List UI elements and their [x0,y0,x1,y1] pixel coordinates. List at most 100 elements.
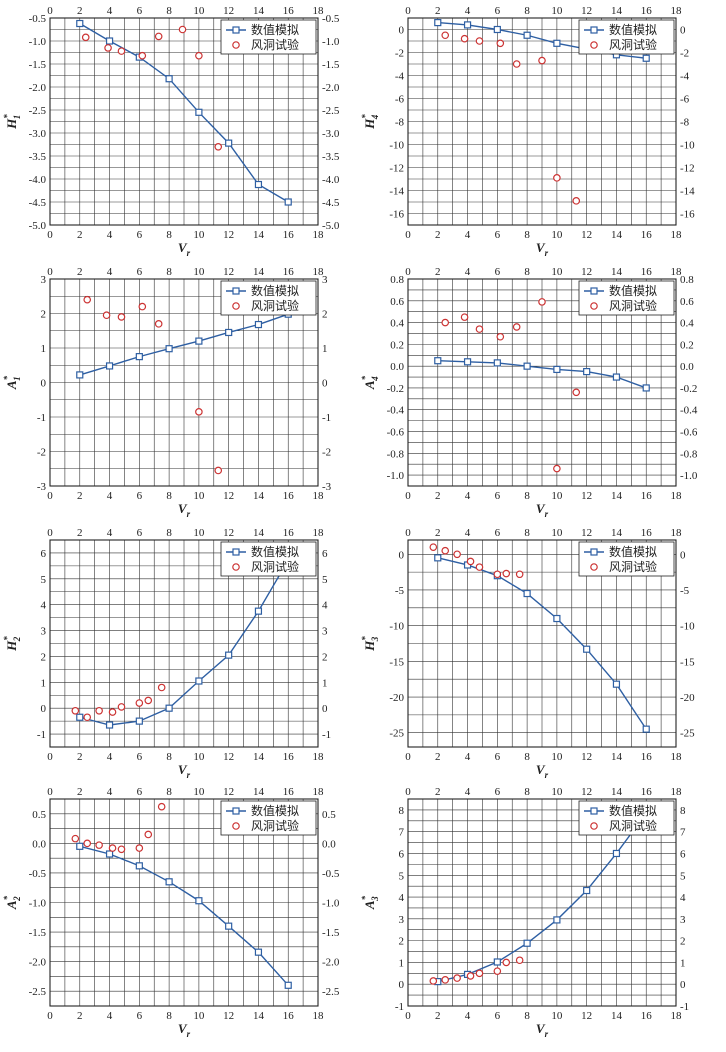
data-point-simulation [463,21,472,29]
x-tick-label-bottom: 4 [465,751,471,763]
y-tick-label-left: -1.5 [29,927,47,939]
x-tick-label-bottom: 2 [77,751,83,763]
y-tick-label-left: 0 [41,378,47,390]
y-tick-label-right: 2 [322,309,328,321]
data-point-simulation [434,554,442,562]
x-tick-label-bottom: 0 [47,1010,53,1022]
y-tick-label-right: -20 [680,692,695,704]
data-point-experiment [83,713,92,722]
x-tick-label-top: 14 [611,266,623,278]
y-axis-label: H*1 [2,114,22,130]
data-point-experiment [572,388,581,397]
data-point-simulation [254,607,263,615]
legend-label-simulation: 数值模拟 [251,22,299,37]
y-axis-label: A*4 [360,375,380,390]
y-tick-label-right: -2.0 [322,957,340,969]
y-tick-label-right: 3 [322,274,328,286]
x-tick-label-bottom: 6 [495,229,501,241]
y-tick-label-left: 1 [41,677,47,689]
data-point-simulation [612,373,621,381]
data-point-experiment [475,969,484,978]
legend-label-experiment: 风洞试验 [609,298,657,313]
y-tick-label-left: -15 [389,656,404,668]
y-tick-label-right: -1 [322,412,331,424]
x-tick-label-bottom: 18 [313,751,325,763]
x-tick-label-top: 18 [313,527,325,539]
x-tick-label-bottom: 16 [641,229,653,241]
legend-marker-experiment [590,302,598,310]
x-tick-label-top: 18 [313,266,325,278]
y-tick-label-left: 0 [399,979,405,991]
x-tick-label-bottom: 18 [313,229,325,241]
y-tick-label-left: -0.2 [387,383,404,395]
y-tick-label-right: -2 [680,48,689,60]
x-tick-label-bottom: 6 [495,490,501,502]
x-tick-label-bottom: 4 [465,229,471,241]
data-point-experiment [154,32,163,41]
y-tick-label-left: -3 [37,481,47,493]
y-tick-label-left: 1 [41,343,47,355]
y-tick-label-left: 1 [399,957,405,969]
legend-marker-experiment [590,822,598,830]
data-point-experiment [475,563,484,571]
x-tick-label-top: 0 [405,527,411,539]
x-tick-label-bottom: 4 [107,490,113,502]
y-tick-label-right: 0.2 [680,339,694,351]
y-tick-label-left: 3 [399,914,405,926]
data-point-experiment [195,408,203,416]
y-tick-label-left: 0 [399,549,405,561]
plot-frame [49,278,319,487]
y-tick-label-left: -1 [37,412,46,424]
data-point-simulation [583,645,591,653]
x-tick-label-top: 14 [611,527,623,539]
y-tick-label-right: -1 [680,1001,689,1013]
data-point-simulation [135,717,143,725]
x-tick-label-top: 10 [193,527,205,539]
x-tick-label-top: 4 [107,786,113,798]
series-line-simulation [79,845,289,986]
y-tick-label-left: -4.5 [29,197,47,209]
x-tick-label-bottom: 18 [671,490,683,502]
x-tick-label-top: 2 [77,266,83,278]
data-point-simulation [105,721,114,729]
x-axis-label: Vr [536,1021,549,1039]
data-point-experiment [572,197,581,205]
data-point-simulation [493,958,501,966]
legend-label-simulation: 数值模拟 [609,544,657,559]
x-tick-label-top: 14 [253,5,265,17]
y-tick-label-right: -14 [680,186,695,198]
legend-marker-simulation [590,26,598,34]
y-tick-label-left: -4 [395,71,405,83]
x-tick-label-top: 18 [671,786,683,798]
data-point-experiment [144,830,153,839]
y-tick-label-left: 6 [41,548,47,560]
data-point-simulation [284,198,292,206]
x-tick-label-bottom: 8 [166,229,172,241]
data-point-experiment [460,34,469,43]
data-point-experiment [493,570,502,579]
data-point-experiment [453,974,461,982]
x-tick-label-bottom: 8 [524,490,530,502]
data-point-experiment [502,958,511,967]
x-tick-label-bottom: 12 [581,751,592,763]
y-tick-label-right: 7 [680,827,686,839]
legend-marker-experiment [232,302,240,310]
y-tick-label-left: 5 [41,574,47,586]
x-tick-label-top: 16 [283,786,295,798]
data-point-experiment [83,295,92,304]
y-tick-label-right: -8 [680,117,690,129]
data-point-experiment [496,332,505,341]
y-tick-label-right: -25 [680,728,695,740]
y-tick-label-left: -2 [395,48,404,60]
x-tick-label-top: 16 [641,5,653,17]
x-tick-label-bottom: 14 [253,229,265,241]
x-tick-label-bottom: 10 [193,1010,205,1022]
plot-frame [49,798,319,1007]
grid [49,278,319,487]
y-tick-label-left: -16 [389,209,404,221]
y-axis-label: H*2 [2,636,22,652]
data-point-simulation [105,37,114,45]
x-tick-label-top: 2 [77,786,83,798]
